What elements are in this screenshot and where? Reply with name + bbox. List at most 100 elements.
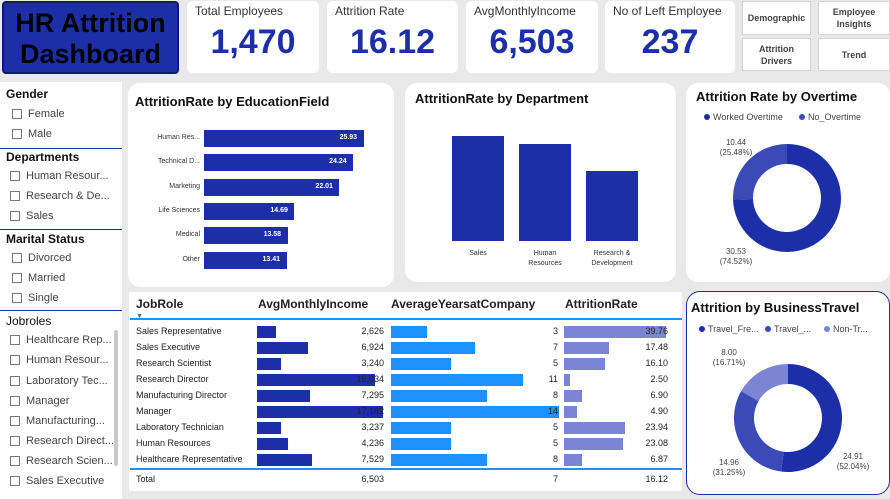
option-label: Divorced	[28, 252, 72, 264]
years-bar	[391, 358, 451, 370]
checkbox-icon[interactable]	[10, 456, 20, 466]
cell-jobrole[interactable]: Research Director	[136, 374, 209, 384]
slicer-scrollbar[interactable]	[114, 330, 118, 466]
slicer-option-jobrole[interactable]: Healthcare Rep...	[10, 334, 112, 346]
cell-attrition-rate: 16.10	[645, 358, 668, 368]
checkbox-icon[interactable]	[10, 171, 20, 181]
bar[interactable]	[204, 251, 287, 269]
checkbox-icon[interactable]	[12, 109, 22, 119]
checkbox-icon[interactable]	[10, 191, 20, 201]
attrition-drivers-button[interactable]: Attrition Drivers	[742, 38, 811, 71]
chart-title: AttritionRate by Department	[415, 91, 589, 106]
attrition-bar	[564, 342, 609, 354]
bar-value: 24.24	[329, 158, 347, 166]
column-header-jobrole[interactable]: JobRole	[136, 297, 184, 311]
legend-label: Worked Overtime	[713, 112, 783, 122]
checkbox-icon[interactable]	[10, 396, 20, 406]
bar-value: 13.58	[263, 231, 282, 239]
slicer-option-divorced[interactable]: Divorced	[12, 252, 71, 264]
checkbox-icon[interactable]	[10, 335, 20, 345]
slicer-option-jobrole[interactable]: Manufacturing...	[10, 415, 105, 427]
legend-worked-overtime: Worked Overtime	[704, 112, 783, 122]
checkbox-icon[interactable]	[12, 273, 22, 283]
checkbox-icon[interactable]	[10, 436, 20, 446]
attrition-bar	[564, 374, 571, 386]
slicer-option-sales[interactable]: Sales	[10, 210, 54, 222]
gender-slicer-title: Gender	[6, 87, 49, 101]
slicer-option-married[interactable]: Married	[12, 272, 65, 284]
checkbox-icon[interactable]	[12, 253, 22, 263]
checkbox-icon[interactable]	[10, 211, 20, 221]
checkbox-icon[interactable]	[10, 376, 20, 386]
legend-label: Travel_Fre...	[708, 324, 759, 334]
checkbox-icon[interactable]	[12, 293, 22, 303]
donut-slice[interactable]	[734, 391, 784, 472]
donut-slice[interactable]	[741, 364, 788, 402]
sort-arrow-icon[interactable]: ▼	[136, 313, 143, 320]
bar[interactable]	[204, 202, 295, 220]
demographic-button[interactable]: Demographic	[742, 1, 811, 35]
column-header-avg-income[interactable]: AvgMonthlyIncome	[258, 297, 369, 311]
cell-jobrole[interactable]: Sales Executive	[136, 342, 201, 352]
chart-title: Attrition by BusinessTravel	[691, 300, 860, 315]
bar[interactable]	[204, 154, 354, 172]
cell-avg-income: 3,237	[361, 422, 384, 432]
slice-value: 14.96	[718, 458, 740, 467]
donut-slice[interactable]	[733, 144, 787, 200]
cell-attrition-rate: 17.48	[645, 342, 668, 352]
slicer-option-female[interactable]: Female	[12, 108, 65, 120]
column-header-avg-years[interactable]: AverageYearsatCompany	[391, 297, 536, 311]
checkbox-icon[interactable]	[10, 416, 20, 426]
kpi-value: 16.12	[349, 23, 436, 61]
legend-dot	[799, 114, 805, 120]
total-avg-income: 6,503	[361, 474, 384, 484]
checkbox-icon[interactable]	[10, 476, 20, 486]
legend-no-overtime: No_Overtime	[799, 112, 861, 122]
donut-slice[interactable]	[733, 144, 841, 252]
slicer-option-jobrole[interactable]: Research Direct...	[10, 435, 114, 447]
bar[interactable]	[204, 130, 364, 147]
slicer-option-single[interactable]: Single	[12, 292, 59, 304]
cell-avg-income: 7,529	[361, 454, 384, 464]
trend-button[interactable]: Trend	[818, 38, 890, 71]
slicer-option-hr[interactable]: Human Resour...	[10, 170, 109, 182]
bar[interactable]	[519, 144, 571, 241]
cell-jobrole[interactable]: Research Scientist	[136, 358, 212, 368]
category-label: Marketing	[169, 182, 200, 190]
kpi-avg-monthly-income: AvgMonthlyIncome 6,503	[466, 1, 598, 73]
slicer-option-rnd[interactable]: Research & De...	[10, 190, 110, 202]
cell-jobrole[interactable]: Sales Representative	[136, 326, 222, 336]
donut-slice[interactable]	[781, 364, 842, 472]
option-label: Laboratory Tec...	[26, 375, 108, 387]
slicer-option-jobrole[interactable]: Sales Executive	[10, 475, 104, 487]
cell-jobrole[interactable]: Manager	[136, 406, 172, 416]
column-header-attrition-rate[interactable]: AttritionRate	[565, 297, 638, 311]
cell-jobrole[interactable]: Laboratory Technician	[136, 422, 224, 432]
cell-jobrole[interactable]: Human Resources	[136, 438, 211, 448]
slicer-option-jobrole[interactable]: Human Resour...	[10, 354, 109, 366]
bar[interactable]	[452, 136, 504, 241]
slicer-option-jobrole[interactable]: Manager	[10, 395, 69, 407]
category-label: Research & Development	[591, 250, 633, 267]
kpi-value: 6,503	[489, 23, 575, 61]
cell-jobrole[interactable]: Healthcare Representative	[136, 454, 243, 464]
cell-avg-income: 7,295	[361, 390, 384, 400]
cell-avg-years: 3	[552, 326, 558, 336]
checkbox-icon[interactable]	[10, 355, 20, 365]
checkbox-icon[interactable]	[12, 129, 22, 139]
bar[interactable]	[204, 227, 288, 245]
slicer-option-jobrole[interactable]: Research Scien...	[10, 455, 113, 467]
income-bar	[257, 374, 375, 386]
slicer-option-male[interactable]: Male	[12, 128, 52, 140]
bar[interactable]	[204, 178, 340, 196]
donut-label-no-overtime: 10.44 (25.48%)	[719, 138, 753, 157]
employee-insights-button[interactable]: Employee Insights	[818, 1, 890, 35]
total-attrition-rate: 16.12	[645, 474, 668, 484]
legend-dot	[765, 326, 771, 332]
kpi-value: 1,470	[210, 23, 296, 61]
slicer-option-jobrole[interactable]: Laboratory Tec...	[10, 375, 108, 387]
total-avg-years: 7	[552, 474, 558, 484]
cell-jobrole[interactable]: Manufacturing Director	[136, 390, 228, 400]
cell-avg-income: 6,924	[361, 342, 384, 352]
bar[interactable]	[586, 170, 638, 241]
